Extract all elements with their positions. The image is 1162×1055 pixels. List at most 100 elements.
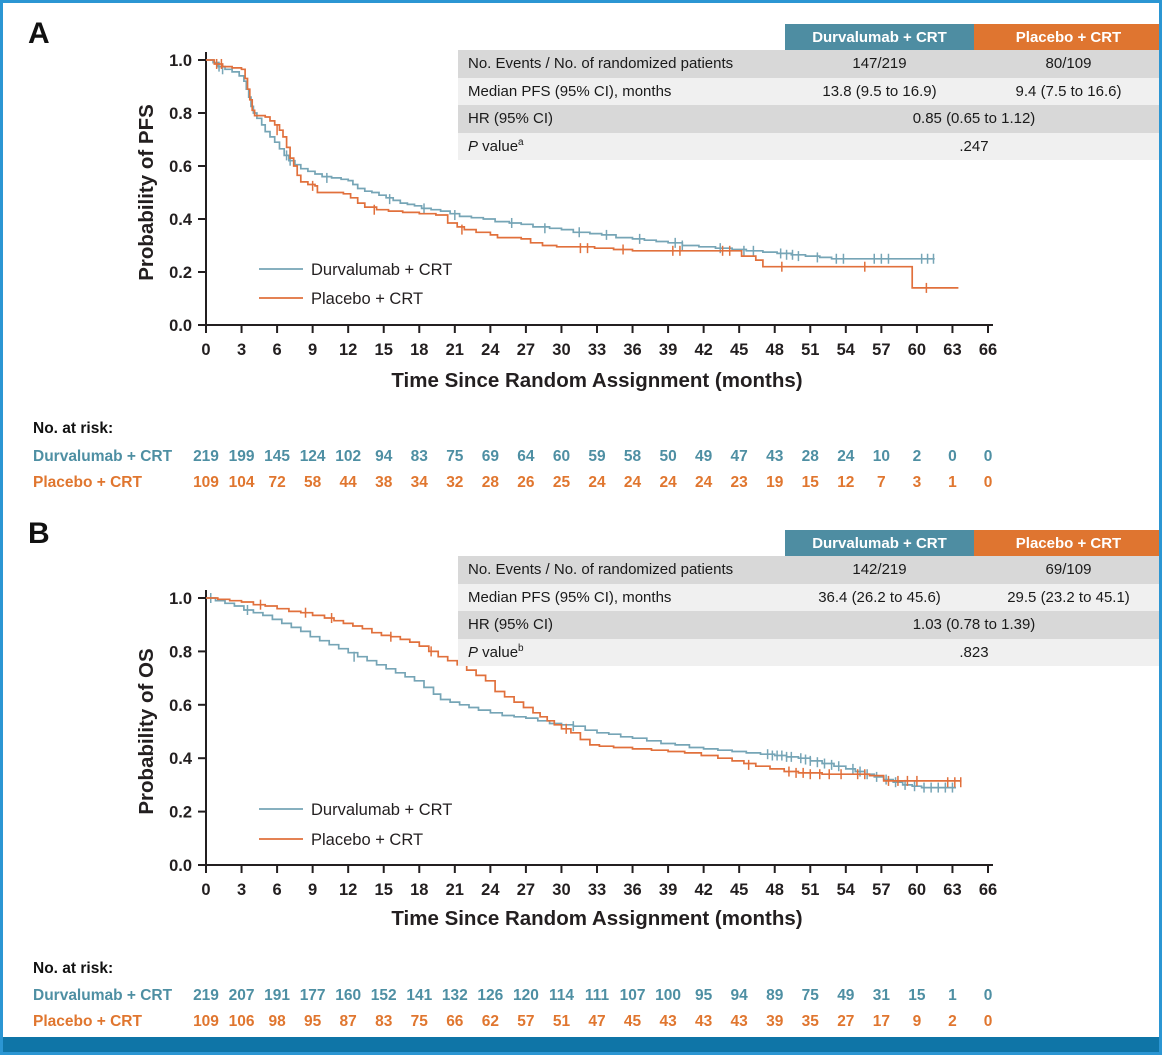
svg-text:9: 9: [308, 341, 317, 359]
svg-text:39: 39: [659, 341, 677, 359]
at-risk-count: 102: [335, 448, 361, 465]
p-rest: value: [478, 644, 519, 662]
at-risk-count: 160: [335, 987, 361, 1004]
svg-text:12: 12: [339, 881, 357, 899]
axes: [205, 590, 993, 866]
stats-table-header-row: Durvalumab + CRT Placebo + CRT: [458, 24, 1159, 50]
column-header-placebo: Placebo + CRT: [974, 530, 1159, 556]
stats-table-pfs: Durvalumab + CRT Placebo + CRT No. Event…: [458, 24, 1159, 160]
table-row: P valuea .247: [458, 132, 1159, 160]
svg-text:0.8: 0.8: [169, 643, 192, 661]
x-axis-title: Time Since Random Assignment (months): [391, 369, 802, 392]
at-risk-count: 152: [371, 987, 397, 1004]
svg-text:66: 66: [979, 341, 997, 359]
at-risk-count: 191: [264, 987, 290, 1004]
at-risk-group-label: Durvalumab + CRT: [33, 987, 173, 1004]
at-risk-count: 1: [948, 474, 957, 491]
at-risk-count: 83: [375, 1013, 393, 1030]
svg-text:15: 15: [375, 881, 393, 899]
at-risk-count: 2: [913, 448, 922, 465]
at-risk-count: 15: [908, 987, 926, 1004]
legend-label: Placebo + CRT: [311, 831, 423, 849]
svg-text:27: 27: [517, 341, 535, 359]
legend-label: Durvalumab + CRT: [311, 261, 452, 279]
at-risk-row: Placebo + CRT 109 106 98 95 87 83 75 66 62 57 51 47 4…: [33, 1013, 992, 1030]
at-risk-count: 219: [193, 448, 219, 465]
at-risk-row: Placebo + CRT 109 104 72 58 44 38 34 32 28 26 25 24 2…: [33, 474, 992, 491]
svg-text:57: 57: [872, 341, 890, 359]
at-risk-count: 141: [406, 987, 432, 1004]
at-risk-count: 109: [193, 474, 219, 491]
value-placebo: 69/109: [1045, 561, 1092, 579]
y-axis-ticks: 0.0 0.2 0.4 0.6 0.8 1.0: [169, 52, 206, 335]
at-risk-block: No. at risk:Durvalumab + CRT 219 199 145 124…: [33, 420, 992, 491]
at-risk-count: 45: [624, 1013, 642, 1030]
at-risk-count: 199: [229, 448, 255, 465]
at-risk-count: 95: [695, 987, 713, 1004]
svg-text:3: 3: [237, 881, 246, 899]
svg-text:24: 24: [481, 881, 500, 899]
at-risk-row: Durvalumab + CRT 219 207 191 177 160 152 141 132…: [33, 987, 992, 1004]
at-risk-count: 9: [913, 1013, 922, 1030]
at-risk-count: 0: [948, 448, 957, 465]
svg-text:27: 27: [517, 881, 535, 899]
at-risk-count: 83: [411, 448, 429, 465]
at-risk-count: 207: [229, 987, 255, 1004]
svg-text:51: 51: [801, 341, 819, 359]
at-risk-count: 17: [873, 1013, 890, 1030]
svg-text:60: 60: [908, 341, 926, 359]
at-risk-group-label: Placebo + CRT: [33, 474, 142, 491]
y-axis-title: Probability of OS: [135, 648, 158, 814]
at-risk-count: 60: [553, 448, 570, 465]
value-placebo: 80/109: [1045, 55, 1092, 73]
svg-text:12: 12: [339, 341, 357, 359]
at-risk-count: 38: [375, 474, 393, 491]
svg-text:0.6: 0.6: [169, 158, 192, 176]
at-risk-count: 43: [659, 1013, 677, 1030]
row-label: No. Events / No. of randomized patients: [468, 561, 734, 579]
at-risk-count: 39: [766, 1013, 784, 1030]
svg-text:60: 60: [908, 881, 926, 899]
svg-text:18: 18: [410, 341, 428, 359]
column-header-durvalumab: Durvalumab + CRT: [785, 24, 974, 50]
km-curve-placebo: [206, 58, 959, 293]
row-label: Median PFS (95% CI), months: [468, 82, 672, 100]
row-label: No. Events / No. of randomized patients: [468, 55, 734, 73]
value-durvalumab: 142/219: [852, 561, 907, 579]
table-row: P valueb .823: [458, 638, 1159, 666]
svg-text:0.2: 0.2: [169, 264, 192, 282]
row-label-p-value: P valueb: [458, 643, 785, 661]
svg-text:0.0: 0.0: [169, 317, 192, 335]
svg-text:48: 48: [766, 881, 784, 899]
svg-text:36: 36: [623, 341, 641, 359]
svg-text:1.0: 1.0: [169, 590, 192, 608]
at-risk-count: 69: [482, 448, 500, 465]
value-merged: .247: [959, 137, 989, 155]
km-curve-durvalumab: [206, 59, 935, 264]
table-row: No. Events / No. of randomized patients …: [458, 50, 1159, 78]
at-risk-count: 28: [482, 474, 500, 491]
table-row: Median PFS (95% CI), months 13.8 (9.5 to…: [458, 77, 1159, 105]
at-risk-count: 24: [695, 474, 713, 491]
svg-text:66: 66: [979, 881, 997, 899]
svg-text:45: 45: [730, 341, 748, 359]
stats-table-header-row: Durvalumab + CRT Placebo + CRT: [458, 530, 1159, 556]
at-risk-count: 124: [300, 448, 326, 465]
at-risk-count: 104: [229, 474, 255, 491]
at-risk-count: 44: [340, 474, 358, 491]
value-durvalumab: 36.4 (26.2 to 45.6): [818, 588, 941, 606]
at-risk-count: 26: [517, 474, 535, 491]
legend: Durvalumab + CRT Placebo + CRT: [259, 261, 452, 308]
km-panel-B: 0 3 6 9 12 15 18 21 24 27 30 33 36 39 42 45 48 51 54 57 60 63…: [33, 590, 997, 1030]
km-panel-A: 0 3 6 9 12 15 18 21 24 27 30 33 36 39 42 45 48 51 54 57 60 63…: [33, 52, 997, 491]
at-risk-count: 23: [731, 474, 749, 491]
table-row: HR (95% CI) 0.85 (0.65 to 1.12): [458, 105, 1159, 133]
at-risk-count: 7: [877, 474, 886, 491]
at-risk-count: 58: [304, 474, 322, 491]
at-risk-count: 57: [517, 1013, 534, 1030]
value-placebo: 9.4 (7.5 to 16.6): [1015, 82, 1122, 100]
at-risk-count: 34: [411, 474, 429, 491]
at-risk-count: 32: [446, 474, 463, 491]
value-merged: 1.03 (0.78 to 1.39): [912, 616, 1036, 634]
p-italic: P: [468, 644, 479, 662]
